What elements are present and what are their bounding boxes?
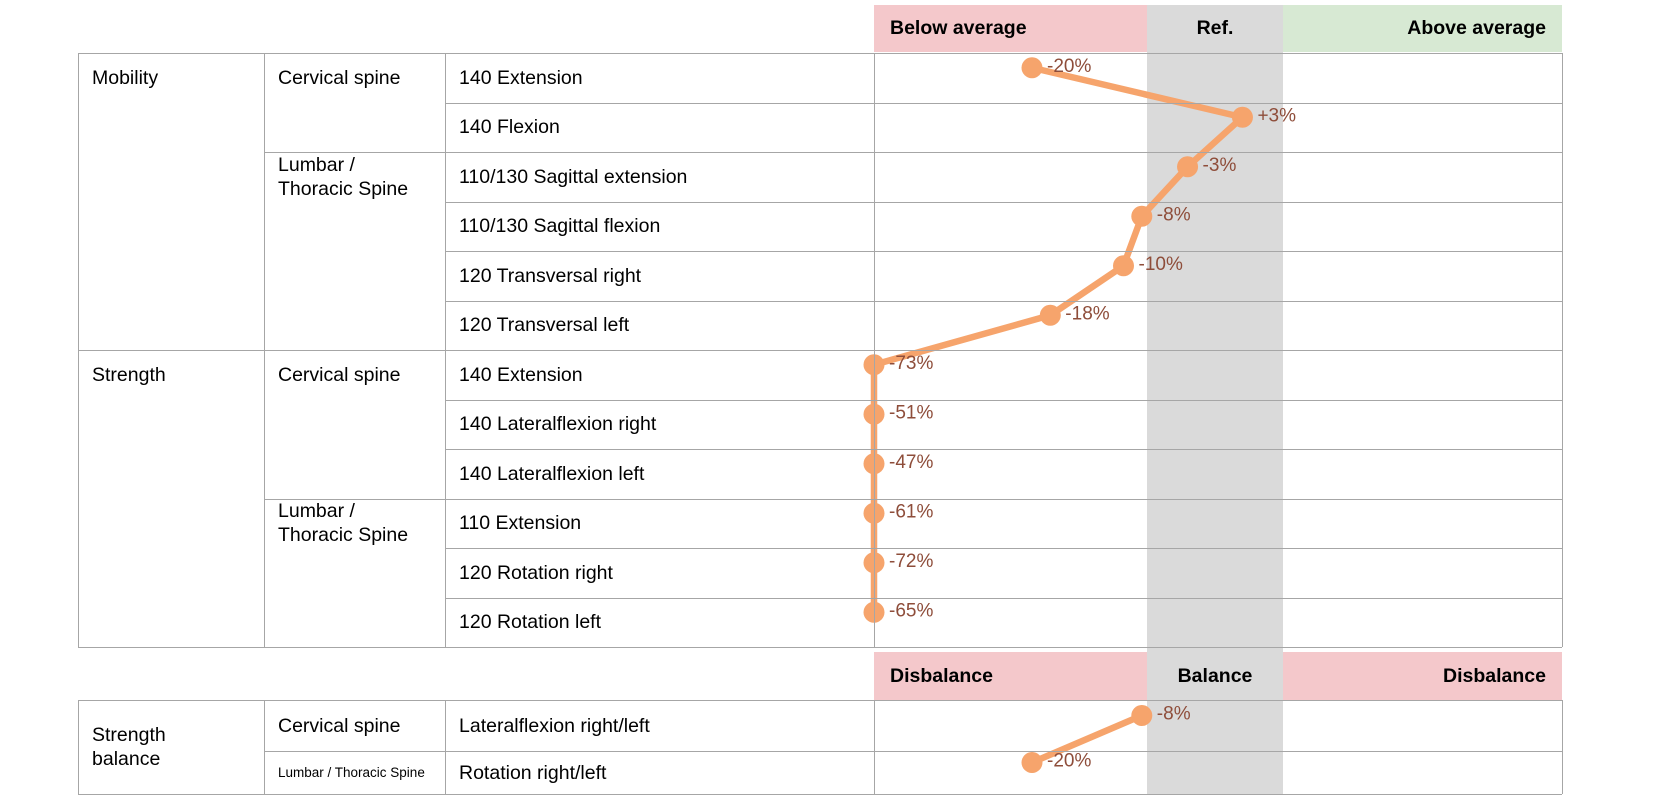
measurement-label: Lateralflexion right/left: [459, 714, 650, 737]
grid-line: [264, 498, 1562, 500]
grid-line: [445, 548, 1562, 549]
measurement-label: 120 Transversal left: [459, 314, 630, 337]
measurement-label: 140 Extension: [459, 66, 583, 89]
measurement-label: 110/130 Sagittal flexion: [459, 215, 661, 238]
grid-line: [445, 102, 1562, 104]
header-ref-label: Ref.: [1196, 17, 1234, 39]
grid-line: [78, 53, 79, 647]
value-label: -20%: [1047, 751, 1091, 772]
grid-line: [874, 700, 875, 794]
measurement-label: 140 Flexion: [459, 116, 560, 139]
category-label: Strength: [92, 363, 166, 386]
grid-line: [445, 201, 1562, 203]
region-label: Cervical spine: [278, 714, 401, 737]
value-label: -20%: [1047, 56, 1091, 77]
region-label: Lumbar / Thoracic Spine: [278, 153, 409, 200]
measurement-label: 120 Transversal right: [459, 264, 642, 287]
category-label: Strength balance: [92, 724, 166, 770]
grid-line: [445, 251, 1562, 252]
header-disbalance-left: Disbalance: [874, 652, 1147, 700]
header-disbalance-right-label: Disbalance: [1443, 664, 1546, 687]
value-label: -65%: [889, 600, 933, 621]
header-above-average: Above average: [1283, 5, 1562, 52]
grid-line: [1562, 700, 1563, 794]
value-label: -51%: [889, 402, 933, 423]
data-point: [1113, 255, 1134, 277]
header-balance: Balance: [1147, 652, 1283, 700]
header-disbalance-right: Disbalance: [1283, 652, 1562, 700]
grid-line: [78, 350, 1562, 351]
data-point: [1021, 57, 1043, 79]
grid-line: [78, 53, 1562, 54]
grid-line: [1562, 53, 1563, 647]
measurement-label: 120 Rotation right: [459, 561, 613, 584]
data-point: [1021, 752, 1043, 773]
grid-line: [445, 399, 1562, 401]
header-below-average-label: Below average: [890, 17, 1027, 39]
grid-line: [445, 597, 1562, 599]
measurement-label: 140 Lateralflexion left: [459, 462, 645, 485]
region-label: Lumbar / Thoracic Spine: [278, 500, 409, 547]
grid-line: [445, 449, 1562, 450]
region-label: Cervical spine: [278, 363, 401, 386]
value-label: -73%: [889, 353, 933, 374]
grid-line: [78, 700, 79, 794]
grid-line: [874, 53, 875, 647]
region-label: Cervical spine: [278, 66, 401, 89]
data-point: [1039, 304, 1061, 326]
value-label: -47%: [889, 452, 933, 473]
measurement-label: 140 Extension: [459, 363, 583, 386]
value-label: -61%: [889, 501, 933, 522]
measurement-label: Rotation right/left: [459, 761, 607, 784]
grid-line: [445, 300, 1562, 302]
header-below-average: Below average: [874, 5, 1147, 52]
grid-line: [445, 53, 446, 647]
header-disbalance-left-label: Disbalance: [890, 664, 993, 687]
grid-line: [264, 751, 1562, 752]
measurement-label: 110 Extension: [459, 512, 582, 535]
grid-line: [78, 794, 1562, 795]
measurement-label: 120 Rotation left: [459, 611, 602, 634]
measurement-label: 140 Lateralflexion right: [459, 413, 657, 436]
header-balance-label: Balance: [1177, 664, 1253, 687]
grid-line: [264, 152, 1562, 153]
grid-line: [264, 700, 265, 794]
category-label: Mobility: [92, 66, 159, 89]
grid-line: [78, 700, 1562, 701]
region-label: Lumbar / Thoracic Spine: [278, 764, 425, 780]
grid-line: [445, 700, 446, 794]
measurement-label: 110/130 Sagittal extension: [459, 165, 688, 188]
value-label: -18%: [1065, 303, 1109, 324]
header-ref: Ref.: [1147, 5, 1283, 52]
value-label: -72%: [889, 551, 933, 572]
series-line: [1028, 712, 1146, 766]
grid-line: [78, 647, 1562, 648]
header-above-average-label: Above average: [1407, 17, 1546, 39]
grid-line: [264, 53, 265, 647]
